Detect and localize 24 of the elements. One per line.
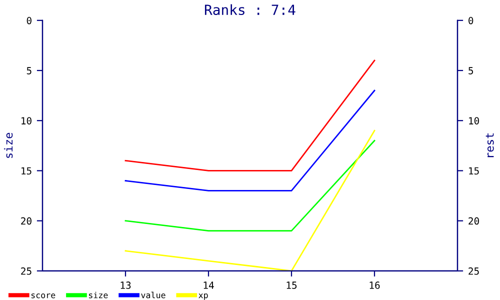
y-tick-label: 5	[26, 67, 32, 74]
y2-axis-title: rest	[486, 133, 494, 158]
legend-label: value	[141, 292, 166, 298]
x-tick-label: 15	[286, 282, 297, 289]
x-tick-label: 16	[370, 282, 380, 289]
y-tick-label: 25	[21, 267, 32, 275]
x-tick-label: 14	[204, 282, 214, 289]
y2-tick-label: 25	[468, 267, 479, 275]
y-tick-label: 20	[21, 217, 32, 225]
y-tick-label: 0	[26, 16, 32, 24]
legend-label: score	[31, 293, 56, 298]
legend-label: size	[89, 292, 108, 298]
y2-tick-label: 0	[468, 16, 474, 24]
legend-label: xp	[198, 293, 208, 300]
line-series	[124, 130, 376, 271]
y2-tick-label: 5	[468, 67, 473, 74]
y-axis-title: size	[4, 132, 13, 158]
y2-tick-label: 20	[468, 217, 479, 225]
x-tick-label: 13	[120, 282, 131, 289]
y2-tick-label: 10	[469, 117, 479, 124]
y-tick-label: 15	[22, 167, 32, 175]
chart-title: Ranks : 7:4	[204, 4, 296, 16]
y2-tick-label: 15	[469, 167, 479, 175]
y-tick-label: 10	[22, 117, 32, 124]
